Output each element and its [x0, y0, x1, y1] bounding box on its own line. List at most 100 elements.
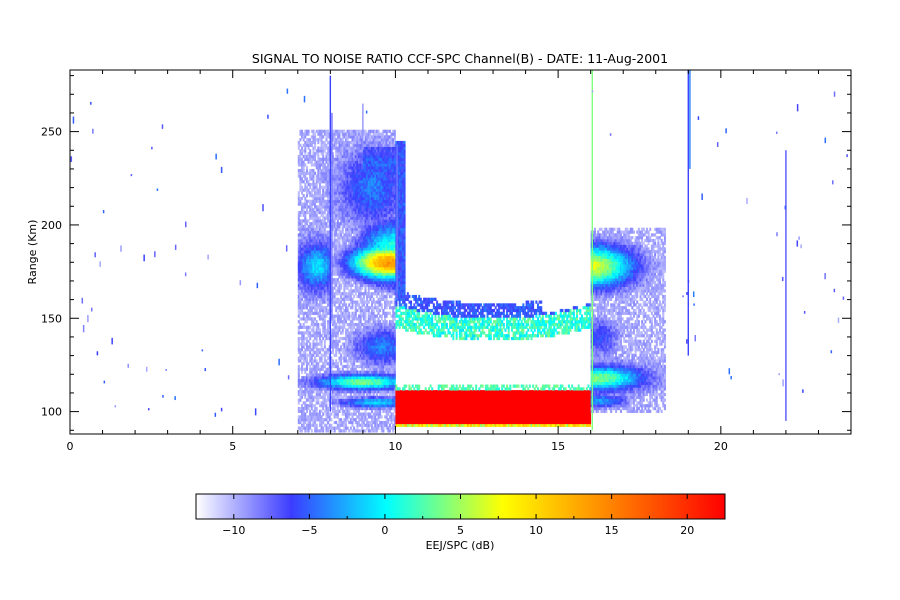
heatmap-cell	[309, 392, 312, 397]
heatmap-cell	[353, 233, 356, 237]
heatmap-cell	[351, 320, 354, 324]
heatmap-cell	[343, 409, 346, 413]
heatmap-cell	[322, 191, 325, 195]
heatmap-cell	[353, 364, 356, 369]
heatmap-cell	[372, 325, 375, 329]
heatmap-cell	[304, 258, 307, 262]
heatmap-cell	[305, 180, 308, 184]
heatmap-cell	[302, 401, 305, 405]
heatmap-cell	[354, 292, 357, 296]
heatmap-cell	[327, 266, 330, 271]
heatmap-cell	[301, 334, 304, 338]
heatmap-cell	[377, 219, 380, 223]
heatmap-cell	[335, 255, 338, 259]
heatmap-cell	[340, 244, 343, 248]
heatmap-cell	[301, 250, 304, 254]
heatmap-cell	[341, 373, 344, 377]
heatmap-cell	[312, 132, 315, 136]
heatmap-cell	[318, 294, 321, 299]
heatmap-cell	[318, 331, 321, 335]
heatmap-cell	[322, 171, 325, 175]
heatmap-cell	[369, 196, 372, 201]
heatmap-cell	[346, 353, 349, 357]
heatmap-cell	[335, 163, 338, 167]
heatmap-cell	[302, 174, 305, 178]
heatmap-cell	[372, 196, 375, 201]
heatmap-cell	[299, 241, 302, 245]
heatmap-cell	[359, 395, 362, 399]
heatmap-cell	[327, 334, 330, 338]
heatmap-cell	[348, 292, 351, 296]
heatmap-cell	[310, 252, 313, 257]
heatmap-cell	[305, 247, 308, 251]
heatmap-cell	[361, 342, 364, 346]
heatmap-cell	[344, 345, 348, 349]
heatmap-cell	[377, 174, 380, 178]
heatmap-cell	[357, 420, 361, 425]
heatmap-cell	[304, 280, 307, 285]
heatmap-cell	[354, 272, 357, 276]
heatmap-cell	[328, 412, 331, 416]
heatmap-cell	[364, 157, 367, 161]
heatmap-cell	[307, 423, 310, 427]
heatmap-cell	[322, 241, 325, 245]
heatmap-cell	[304, 390, 307, 394]
heatmap-cell	[367, 278, 370, 282]
heatmap-cell	[344, 199, 348, 203]
heatmap-cell	[333, 384, 336, 388]
heatmap-cell	[335, 331, 338, 335]
heatmap-cell	[304, 143, 307, 147]
heatmap-cell	[351, 152, 354, 156]
heatmap-cell	[340, 356, 343, 360]
heatmap-cell	[354, 202, 357, 206]
heatmap-cell	[361, 367, 364, 371]
heatmap-cell	[374, 409, 377, 413]
heatmap-cell	[371, 216, 374, 220]
heatmap-cell	[351, 264, 354, 268]
heatmap-cell	[335, 146, 338, 150]
heatmap-cell	[312, 398, 315, 402]
heatmap-cell	[315, 236, 318, 240]
heatmap-cell	[348, 401, 351, 405]
heatmap-cell	[353, 289, 356, 293]
heatmap-cell	[304, 230, 307, 234]
heatmap-cell	[362, 247, 365, 251]
heatmap-cell	[348, 233, 351, 237]
heatmap-cell	[356, 325, 359, 329]
heatmap-cell	[359, 300, 362, 304]
heatmap-cell	[354, 261, 357, 265]
heatmap-cell	[371, 278, 374, 282]
heatmap-cell	[357, 342, 361, 346]
heatmap-cell	[369, 266, 372, 271]
heatmap-cell	[349, 194, 352, 198]
heatmap-cell	[333, 255, 336, 259]
heatmap-cell	[315, 359, 318, 363]
heatmap-cell	[343, 320, 346, 324]
heatmap-cell	[353, 140, 356, 145]
heatmap-cell	[351, 418, 354, 422]
heatmap-cell	[302, 359, 305, 363]
heatmap-cell	[338, 384, 341, 388]
heatmap-cell	[307, 325, 310, 329]
heatmap-cell	[343, 194, 346, 198]
heatmap-cell	[338, 286, 341, 290]
heatmap-cell	[366, 364, 369, 369]
heatmap-cell	[340, 278, 343, 282]
heatmap-cell	[327, 261, 330, 265]
heatmap-cell	[331, 182, 334, 187]
heatmap-cell	[369, 378, 372, 383]
heatmap-cell	[331, 196, 334, 201]
heatmap-cell	[348, 213, 351, 217]
heatmap-cell	[327, 244, 330, 248]
heatmap-cell	[314, 345, 317, 349]
heatmap-cell	[364, 322, 367, 327]
heatmap-cell	[335, 258, 338, 262]
heatmap-cell	[340, 163, 343, 167]
heatmap-cell	[317, 233, 320, 237]
heatmap-cell	[336, 261, 339, 265]
heatmap-cell	[371, 140, 374, 145]
heatmap-cell	[335, 398, 338, 402]
heatmap-cell	[318, 336, 321, 341]
heatmap-cell	[375, 286, 378, 290]
heatmap-cell	[351, 367, 354, 371]
